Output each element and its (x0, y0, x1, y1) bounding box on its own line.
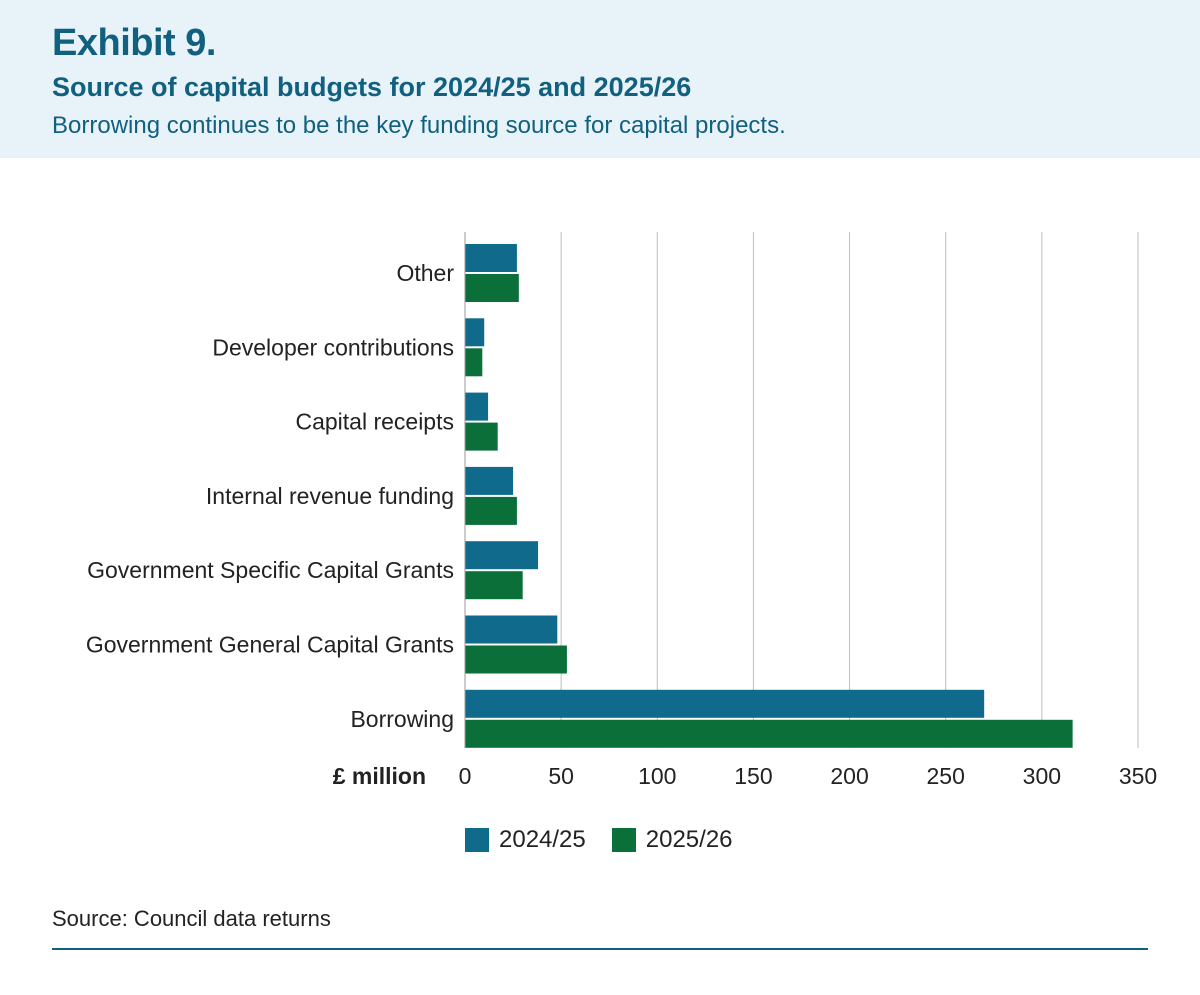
legend-item-2025: 2025/26 (611, 826, 733, 854)
category-label: Government Specific Capital Grants (87, 557, 454, 583)
exhibit-number: Exhibit 9. (52, 22, 216, 64)
category-label: Government General Capital Grants (86, 632, 454, 658)
bar-chart: Other Developer contributions Capital rece… (86, 232, 1157, 789)
chart-legend: 2024/25 2025/26 (465, 826, 759, 854)
x-tick-label: 250 (927, 763, 965, 789)
chart-title: Source of capital budgets for 2024/25 an… (52, 72, 692, 102)
bar-2025 (465, 422, 498, 451)
bar-2024 (465, 318, 485, 347)
x-tick-label: 50 (548, 763, 574, 789)
bar-2025 (465, 571, 523, 600)
x-tick-label: 150 (734, 763, 772, 789)
x-tick-label: 200 (830, 763, 868, 789)
bar-2025 (465, 719, 1073, 748)
bar-2024 (465, 615, 558, 644)
category-label: Capital receipts (295, 409, 454, 435)
bar-2025 (465, 274, 519, 302)
x-axis-title: £ million (333, 763, 426, 789)
x-tick-label: 350 (1119, 763, 1157, 789)
bar-2024 (465, 541, 539, 570)
bar-2024 (465, 689, 985, 718)
x-tick-label: 300 (1023, 763, 1061, 789)
x-tick-label: 100 (638, 763, 676, 789)
category-label: Borrowing (350, 706, 454, 732)
x-tick-label: 0 (459, 763, 472, 789)
bar-2024 (465, 244, 517, 272)
bar-2025 (465, 645, 567, 674)
category-label: Other (396, 260, 454, 286)
footer-rule (52, 948, 1148, 950)
bar-2025 (465, 348, 483, 377)
source-note: Source: Council data returns (52, 906, 331, 931)
bar-2025 (465, 496, 517, 525)
category-label: Developer contributions (212, 334, 454, 360)
bar-2024 (465, 466, 514, 495)
legend-swatch-2025 (611, 828, 636, 852)
chart-subtitle: Borrowing continues to be the key fundin… (52, 112, 786, 139)
bar-2024 (465, 392, 489, 421)
category-label: Internal revenue funding (206, 483, 454, 509)
legend-label-2024: 2024/25 (499, 826, 586, 853)
legend-label-2025: 2025/26 (645, 826, 733, 853)
header-banner: Exhibit 9. Source of capital budgets for… (0, 0, 1200, 158)
legend-item-2024: 2024/25 (465, 826, 586, 854)
legend-swatch-2024 (465, 828, 489, 852)
